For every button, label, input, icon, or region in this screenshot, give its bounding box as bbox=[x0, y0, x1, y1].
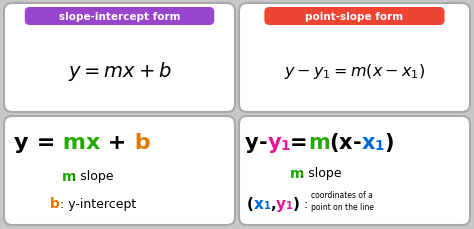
Text: b: b bbox=[50, 196, 60, 210]
Text: -: - bbox=[259, 133, 267, 153]
Text: point-slope form: point-slope form bbox=[305, 12, 403, 22]
Text: ,: , bbox=[271, 196, 276, 211]
Text: 1: 1 bbox=[286, 200, 293, 210]
Text: m: m bbox=[62, 169, 76, 183]
FancyBboxPatch shape bbox=[4, 117, 235, 225]
Text: (: ( bbox=[247, 196, 254, 211]
Text: +: + bbox=[100, 133, 127, 153]
FancyBboxPatch shape bbox=[239, 4, 470, 112]
Text: 1: 1 bbox=[375, 138, 384, 152]
Text: =: = bbox=[290, 133, 308, 153]
Text: y: y bbox=[245, 133, 259, 153]
Text: (: ( bbox=[329, 133, 339, 153]
Text: =: = bbox=[28, 133, 55, 153]
Text: y: y bbox=[14, 133, 28, 153]
Text: 1: 1 bbox=[281, 138, 290, 152]
Text: x: x bbox=[361, 133, 375, 153]
Text: ): ) bbox=[293, 196, 300, 211]
Text: mx: mx bbox=[55, 133, 100, 153]
Text: -: - bbox=[353, 133, 361, 153]
Text: b: b bbox=[127, 133, 150, 153]
Text: coordinates of a
point on the line: coordinates of a point on the line bbox=[311, 190, 374, 211]
FancyBboxPatch shape bbox=[4, 4, 235, 112]
FancyBboxPatch shape bbox=[239, 117, 470, 225]
Text: : slope: : slope bbox=[72, 170, 113, 183]
Text: $y = mx + b$: $y = mx + b$ bbox=[68, 60, 172, 83]
Text: slope-intercept form: slope-intercept form bbox=[59, 12, 180, 22]
Text: m: m bbox=[308, 133, 329, 153]
Text: :: : bbox=[300, 197, 308, 210]
FancyBboxPatch shape bbox=[264, 8, 445, 26]
Text: 1: 1 bbox=[264, 200, 271, 210]
Text: y: y bbox=[267, 133, 281, 153]
Text: ): ) bbox=[384, 133, 393, 153]
Text: : y-intercept: : y-intercept bbox=[60, 197, 137, 210]
Text: x: x bbox=[254, 196, 264, 211]
Text: x: x bbox=[339, 133, 353, 153]
Text: : slope: : slope bbox=[300, 166, 341, 179]
Text: $y - y_1 = m(x - x_1)$: $y - y_1 = m(x - x_1)$ bbox=[284, 62, 425, 81]
Text: m: m bbox=[290, 166, 304, 180]
Text: y: y bbox=[276, 196, 286, 211]
FancyBboxPatch shape bbox=[25, 8, 214, 26]
